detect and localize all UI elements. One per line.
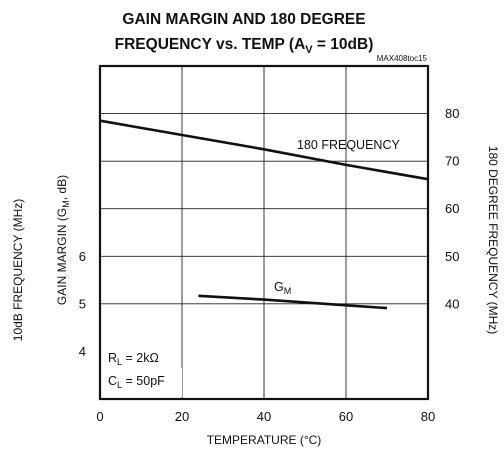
x-tick-label-4: 80: [421, 409, 435, 424]
series-label-gm: GM: [274, 280, 291, 296]
chart-title-line2: FREQUENCY vs. TEMP (AV = 10dB): [115, 36, 374, 56]
condition-rl: RL = 2kΩ: [108, 351, 159, 367]
x-tick-label-1: 20: [175, 409, 189, 424]
right-tick-label-2: 60: [445, 201, 459, 216]
plot-frame: [98, 64, 430, 401]
left-tick-label-2: 6: [79, 249, 86, 264]
series-label-180-frequency: 180 FREQUENCY: [297, 138, 400, 152]
x-tick-label-2: 40: [257, 409, 271, 424]
chart-watermark: MAX408toc15: [377, 54, 428, 63]
chart-title-line1: GAIN MARGIN AND 180 DEGREE: [122, 11, 365, 28]
x-tick-label-0: 0: [96, 409, 103, 424]
right-tick-label-4: 80: [445, 106, 459, 121]
left-tick-labels: 4 5 6: [79, 249, 86, 359]
right-tick-label-0: 40: [445, 296, 459, 311]
grid: [100, 66, 428, 399]
left-tick-label-1: 5: [79, 296, 86, 311]
series-line-1: [198, 294, 388, 310]
right-tick-labels: 40 50 60 70 80: [445, 106, 459, 311]
left-inner-axis-label: GAIN MARGIN (GM, dB): [55, 175, 71, 305]
conditions-bg: [102, 368, 182, 397]
right-axis-label: 180 DEGREE FREQUENCY (MHz): [486, 146, 500, 334]
left-outer-axis-label: 10dB FREQUENCY (MHz): [11, 199, 25, 341]
left-tick-label-0: 4: [79, 344, 86, 359]
right-tick-label-1: 50: [445, 249, 459, 264]
series-line-0: [99, 119, 429, 181]
condition-cl: CL = 50pF: [108, 374, 165, 390]
x-tick-label-3: 60: [339, 409, 353, 424]
right-tick-label-3: 70: [445, 154, 459, 169]
series-group: [99, 119, 429, 310]
x-axis-label: TEMPERATURE (°C): [207, 433, 322, 447]
x-tick-labels: 0 20 40 60 80: [96, 409, 435, 424]
